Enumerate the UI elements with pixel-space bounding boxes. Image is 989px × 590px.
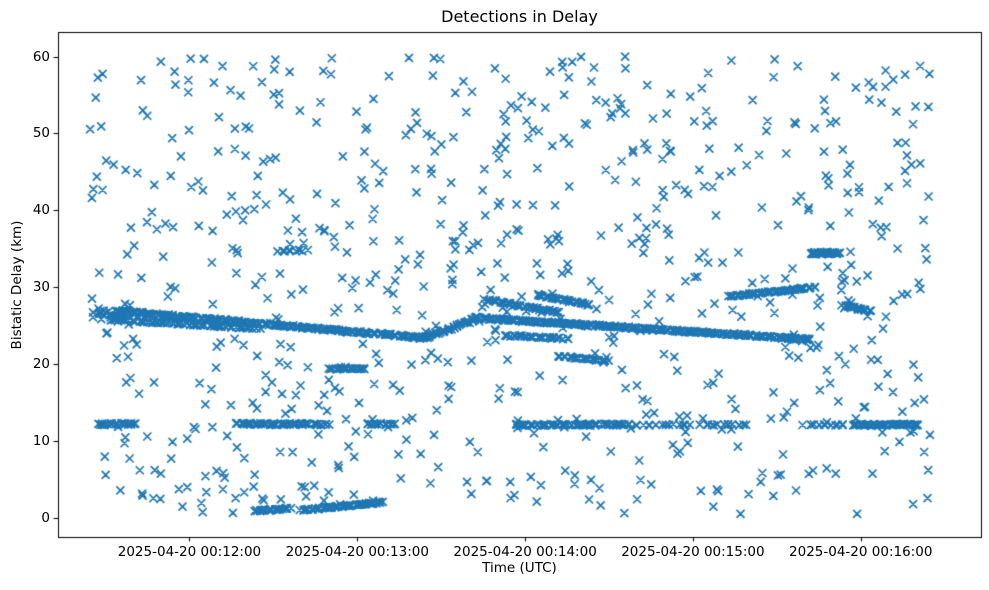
x-tick-label: 2025-04-20 00:13:00 [285,544,429,560]
y-tick-label: 60 [32,48,50,65]
y-tick-label: 40 [32,202,50,219]
x-tick-label: 2025-04-20 00:12:00 [117,544,262,560]
chart-title: Detections in Delay [441,7,598,26]
y-axis-label: Bistatic Delay (km) [9,220,25,350]
x-tick-label: 2025-04-20 00:15:00 [621,544,765,560]
y-tick-label: 30 [32,279,50,296]
y-tick-label: 0 [41,509,50,526]
y-tick-label: 10 [32,432,50,449]
x-tick-label: 2025-04-20 00:14:00 [453,544,597,560]
y-tick-label: 20 [32,356,50,373]
x-axis-label: Time (UTC) [482,560,557,576]
y-tick-label: 50 [32,125,50,142]
x-tick-label: 2025-04-20 00:16:00 [789,544,933,560]
